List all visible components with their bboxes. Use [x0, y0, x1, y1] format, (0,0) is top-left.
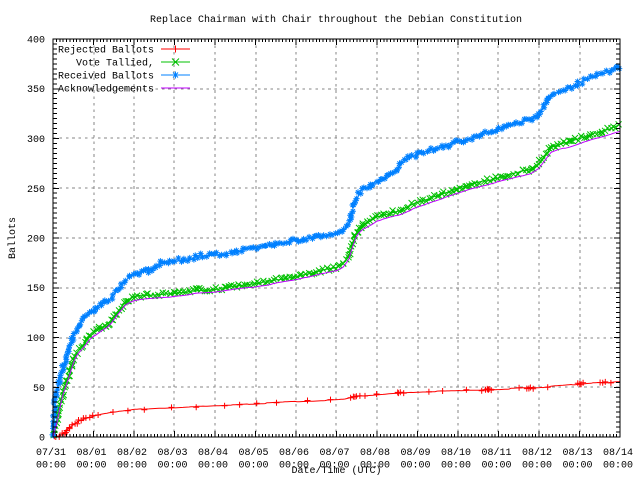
svg-text:00:00: 00:00 [238, 461, 268, 472]
svg-text:00:00: 00:00 [603, 461, 633, 472]
svg-text:08/08: 08/08 [360, 447, 390, 459]
svg-text:08/13: 08/13 [562, 447, 592, 459]
svg-text:08/01: 08/01 [76, 447, 106, 459]
svg-text:00:00: 00:00 [157, 461, 187, 472]
svg-text:00:00: 00:00 [360, 461, 390, 472]
svg-text:08/02: 08/02 [117, 447, 147, 459]
svg-text:250: 250 [27, 185, 45, 196]
svg-text:00:00: 00:00 [198, 461, 228, 472]
svg-text:150: 150 [27, 284, 45, 295]
svg-text:00:00: 00:00 [117, 461, 147, 472]
svg-text:Rejected Ballots: Rejected Ballots [58, 45, 154, 57]
svg-text:00:00: 00:00 [319, 461, 349, 472]
svg-text:Vote Tallied,: Vote Tallied, [76, 58, 154, 70]
svg-text:350: 350 [27, 85, 45, 96]
svg-text:08/05: 08/05 [238, 447, 268, 459]
svg-text:300: 300 [27, 135, 45, 146]
svg-text:200: 200 [27, 235, 45, 246]
svg-text:08/10: 08/10 [441, 447, 471, 459]
svg-text:00:00: 00:00 [279, 461, 309, 472]
svg-text:00:00: 00:00 [400, 461, 430, 472]
svg-text:08/04: 08/04 [198, 447, 228, 459]
svg-text:00:00: 00:00 [562, 461, 592, 472]
svg-text:00:00: 00:00 [76, 461, 106, 472]
svg-text:00:00: 00:00 [441, 461, 471, 472]
svg-text:08/07: 08/07 [319, 447, 349, 459]
svg-text:Replace Chairman with Chair th: Replace Chairman with Chair throughout t… [150, 14, 522, 26]
svg-text:0: 0 [39, 434, 45, 445]
svg-text:Received Ballots: Received Ballots [58, 71, 154, 83]
svg-text:00:00: 00:00 [522, 461, 552, 472]
svg-text:07/31: 07/31 [36, 447, 66, 459]
svg-text:Date/Time (UTC): Date/Time (UTC) [291, 465, 381, 477]
svg-text:08/11: 08/11 [481, 447, 511, 459]
svg-text:Ballots: Ballots [7, 217, 19, 259]
svg-text:08/03: 08/03 [157, 447, 187, 459]
svg-text:400: 400 [27, 36, 45, 47]
svg-text:100: 100 [27, 334, 45, 345]
svg-text:08/14: 08/14 [603, 447, 633, 459]
svg-text:08/09: 08/09 [400, 447, 430, 459]
svg-text:00:00: 00:00 [481, 461, 511, 472]
svg-text:08/06: 08/06 [279, 447, 309, 459]
svg-text:08/12: 08/12 [522, 447, 552, 459]
svg-text:00:00: 00:00 [36, 461, 66, 472]
svg-text:50: 50 [33, 384, 45, 395]
svg-text:Acknowledgements: Acknowledgements [58, 84, 154, 96]
